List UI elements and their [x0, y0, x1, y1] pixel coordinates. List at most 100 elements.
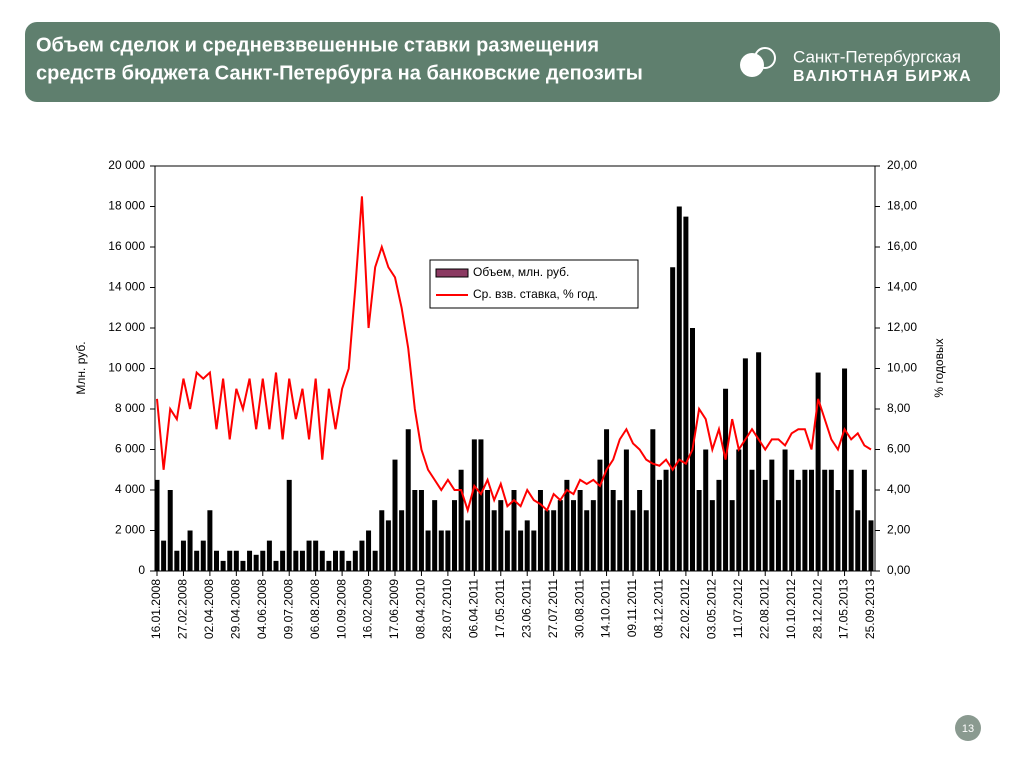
bar	[670, 267, 676, 571]
bar	[762, 479, 768, 571]
bar	[273, 560, 279, 571]
y-tick-label: 10 000	[108, 361, 145, 375]
bar	[385, 520, 391, 571]
y-tick-label: 14 000	[108, 280, 145, 294]
bar	[366, 530, 372, 571]
bar	[551, 510, 557, 571]
x-tick-label: 16.01.2008	[149, 579, 163, 639]
bar	[610, 490, 616, 571]
bar	[604, 429, 610, 571]
bar	[504, 530, 510, 571]
bar	[809, 469, 814, 571]
bar	[438, 530, 444, 571]
rate-line	[156, 196, 872, 514]
bar	[214, 550, 219, 571]
bar	[445, 530, 451, 571]
y2-tick-label: 20,00	[887, 158, 917, 172]
bar	[306, 540, 312, 571]
bar	[828, 469, 834, 571]
bar	[782, 449, 788, 571]
bar	[775, 500, 781, 571]
y2-tick-label: 10,00	[887, 361, 917, 375]
bar	[359, 540, 365, 571]
bar	[240, 560, 246, 571]
bar	[637, 490, 643, 571]
bar	[584, 510, 590, 571]
legend-label: Объем, млн. руб.	[473, 265, 569, 279]
x-tick-label: 06.04.2011	[467, 579, 481, 638]
bar	[842, 368, 848, 571]
bar	[815, 372, 821, 571]
bar	[187, 530, 193, 571]
x-tick-label: 09.07.2008	[281, 579, 295, 639]
x-tick-label: 29.04.2008	[229, 579, 243, 639]
bar	[352, 550, 358, 571]
bar	[485, 490, 491, 571]
bar	[418, 490, 424, 571]
bar	[630, 510, 636, 571]
title-line: Объем сделок и средневзвешенные ставки р…	[36, 34, 599, 56]
bar	[855, 510, 861, 571]
bar	[524, 520, 530, 571]
bar	[835, 490, 841, 571]
bar	[868, 520, 874, 571]
x-tick-label: 17.06.2009	[387, 579, 401, 639]
bar	[260, 550, 266, 571]
x-tick-label: 11.07.2012	[731, 579, 745, 638]
header-bar	[25, 22, 1000, 102]
bar	[167, 490, 173, 571]
bar	[491, 510, 497, 571]
x-tick-label: 30.08.2011	[572, 579, 586, 638]
bar	[399, 510, 405, 571]
x-tick-label: 28.12.2012	[810, 579, 824, 639]
bar	[392, 459, 398, 571]
x-tick-label: 22.08.2012	[757, 579, 771, 639]
y-tick-label: 2 000	[115, 523, 145, 537]
bar	[161, 540, 167, 571]
bar	[412, 490, 418, 571]
bar	[313, 540, 319, 571]
bar	[789, 469, 795, 571]
x-tick-label: 17.05.2013	[837, 579, 851, 639]
y2-tick-label: 14,00	[887, 280, 917, 294]
bar	[293, 550, 299, 571]
y-tick-label: 20 000	[108, 158, 145, 172]
bar	[571, 500, 576, 571]
logo-icon	[740, 47, 776, 77]
bar	[676, 206, 682, 571]
bar	[458, 469, 464, 571]
bar	[266, 540, 272, 571]
bar	[590, 500, 596, 571]
bar	[650, 429, 656, 571]
bar	[769, 459, 775, 571]
bar	[623, 449, 629, 571]
bar	[511, 490, 517, 571]
bar	[795, 479, 801, 571]
page-number: 13	[962, 723, 974, 735]
bar	[723, 388, 729, 571]
bar	[174, 550, 180, 571]
x-tick-label: 16.02.2009	[361, 579, 375, 639]
x-tick-label: 06.08.2008	[308, 579, 322, 639]
logo-text: ВАЛЮТНАЯ БИРЖА	[793, 68, 972, 85]
bar	[478, 439, 484, 571]
bar	[180, 540, 186, 571]
bar	[729, 500, 735, 571]
bar	[822, 469, 828, 571]
bar	[848, 469, 854, 571]
y-tick-label: 0	[138, 563, 145, 577]
y2-tick-label: 0,00	[887, 563, 911, 577]
y2-tick-label: 18,00	[887, 199, 917, 213]
legend: Объем, млн. руб. Ср. взв. ставка, % год.	[429, 259, 639, 309]
bar	[471, 439, 477, 571]
bar	[518, 530, 524, 571]
bar	[452, 500, 457, 571]
bar	[405, 429, 411, 571]
bar	[465, 520, 471, 571]
x-tick-label: 04.06.2008	[255, 579, 269, 639]
x-tick-label: 10.10.2012	[784, 579, 798, 639]
bar	[531, 530, 537, 571]
y-tick-label: 6 000	[115, 442, 145, 456]
bar	[663, 469, 669, 571]
bar	[802, 469, 808, 571]
